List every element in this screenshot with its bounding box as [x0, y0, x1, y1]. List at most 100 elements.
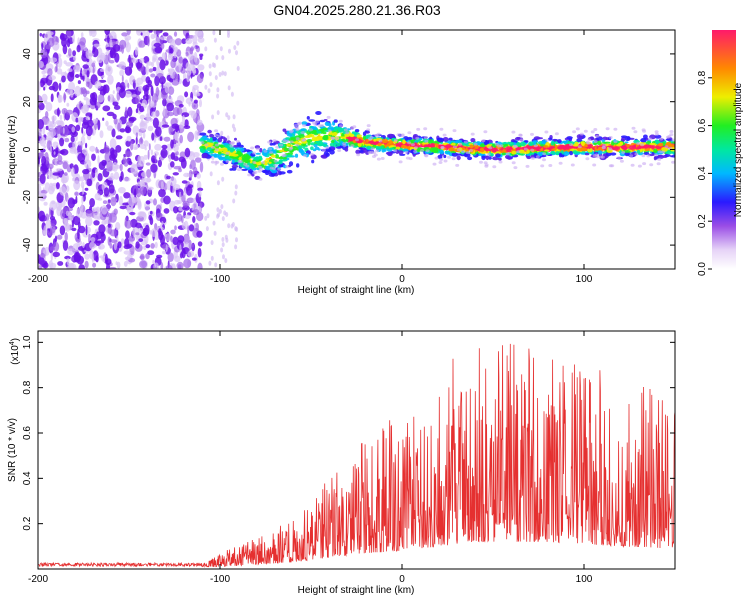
signal-haze [633, 130, 638, 134]
noise-speck [125, 230, 130, 239]
signal-haze [569, 143, 573, 147]
signal-haze [554, 132, 559, 136]
noise-speck [78, 264, 85, 269]
noise-speck [189, 164, 192, 170]
noise-speck [129, 211, 136, 216]
noise-speck [152, 66, 157, 72]
noise-speck [196, 73, 204, 84]
noise-speck [147, 125, 154, 132]
signal-pixel [362, 135, 366, 140]
noise-speck [132, 79, 136, 83]
signal-pixel [223, 145, 229, 148]
noise-speck [226, 135, 230, 141]
noise-speck [163, 195, 171, 205]
signal-haze [499, 144, 504, 148]
noise-speck [185, 52, 189, 57]
noise-speck [213, 230, 217, 236]
signal-pixel [288, 161, 294, 167]
noise-speck [109, 31, 117, 41]
noise-speck [121, 202, 130, 206]
signal-haze [593, 140, 598, 143]
noise-speck [86, 178, 92, 187]
signal-haze [295, 143, 300, 147]
noise-speck [110, 196, 117, 207]
noise-speck [69, 89, 74, 98]
signal-haze [296, 122, 301, 126]
noise-speck [167, 52, 174, 61]
signal-pixel [553, 139, 557, 142]
noise-speck [220, 130, 224, 136]
noise-speck [148, 214, 153, 221]
signal-pixel [355, 149, 361, 155]
noise-speck [120, 171, 124, 181]
noise-speck [153, 33, 157, 38]
signal-haze [273, 163, 278, 167]
signal-pixel [315, 111, 322, 115]
noise-speck [64, 232, 68, 242]
signal-pixel [231, 159, 235, 164]
signal-haze [447, 155, 451, 159]
noise-speck [73, 252, 78, 263]
noise-speck [91, 252, 95, 263]
noise-speck [155, 86, 160, 97]
noise-speck [64, 137, 70, 143]
noise-speck [107, 236, 111, 246]
signal-haze [314, 120, 319, 124]
signal-pixel [422, 141, 429, 145]
noise-speck [51, 115, 57, 122]
signal-haze [423, 136, 428, 140]
noise-speck [107, 95, 111, 102]
signal-pixel [485, 155, 490, 161]
noise-speck [230, 91, 234, 97]
x-tick-label: -200 [28, 274, 48, 285]
signal-pixel [201, 153, 208, 158]
noise-speck [221, 216, 225, 222]
signal-pixel [274, 154, 279, 159]
noise-speck [47, 68, 53, 77]
signal-haze [518, 133, 523, 137]
noise-speck [233, 127, 237, 133]
noise-speck [119, 128, 126, 133]
x-tick-label: 100 [576, 274, 593, 285]
noise-speck [115, 135, 123, 140]
noise-speck [59, 137, 65, 147]
noise-speck [89, 241, 96, 250]
noise-speck [232, 198, 236, 204]
noise-speck [132, 125, 140, 135]
noise-speck [138, 238, 144, 243]
noise-speck [124, 149, 128, 158]
signal-haze [355, 138, 359, 142]
noise-speck [178, 168, 182, 173]
noise-speck [73, 180, 81, 191]
signal-pixel [528, 141, 534, 146]
signal-pixel [250, 164, 255, 170]
signal-pixel [349, 133, 355, 138]
noise-speck [166, 111, 175, 117]
noise-speck [174, 73, 179, 79]
signal-pixel [306, 139, 313, 143]
signal-pixel [576, 151, 581, 154]
noise-speck [216, 110, 220, 116]
noise-speck [150, 85, 154, 97]
signal-pixel [455, 139, 463, 143]
noise-speck [169, 38, 175, 44]
noise-speck [62, 240, 69, 251]
signal-pixel [206, 147, 213, 152]
signal-haze [335, 136, 340, 140]
noise-speck [234, 190, 238, 196]
signal-pixel [651, 146, 655, 150]
noise-speck [188, 239, 192, 251]
signal-haze [345, 131, 350, 135]
signal-haze [416, 127, 421, 131]
signal-pixel [322, 134, 329, 140]
noise-speck [156, 212, 163, 218]
noise-speck [53, 151, 56, 155]
signal-haze [636, 142, 641, 145]
noise-speck [39, 32, 42, 37]
signal-pixel [490, 153, 494, 157]
noise-speck [42, 167, 47, 176]
signal-haze [366, 128, 371, 132]
signal-haze [641, 128, 646, 132]
noise-speck [170, 229, 176, 235]
